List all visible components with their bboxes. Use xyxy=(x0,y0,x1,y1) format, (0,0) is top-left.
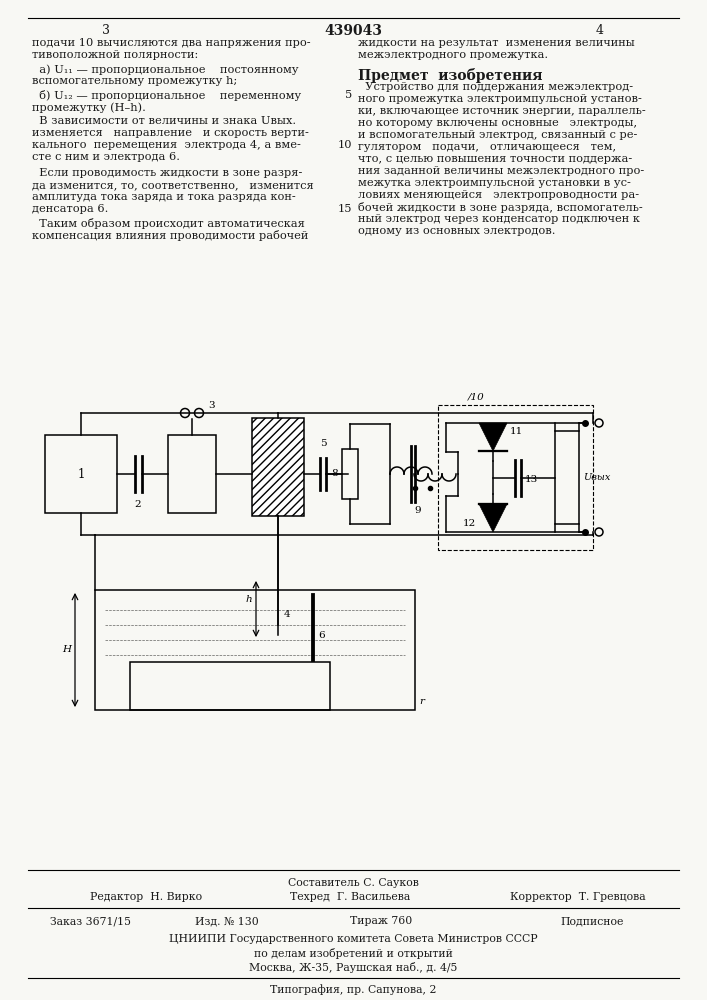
Text: но которому включены основные   электроды,: но которому включены основные электроды, xyxy=(358,118,637,128)
Text: 2: 2 xyxy=(135,500,141,509)
Bar xyxy=(130,662,330,710)
Text: 439043: 439043 xyxy=(324,24,382,38)
Text: денсатора 6.: денсатора 6. xyxy=(32,204,108,214)
Text: вспомогательному промежутку h;: вспомогательному промежутку h; xyxy=(32,76,238,86)
Text: 5: 5 xyxy=(320,439,327,448)
Text: одному из основных электродов.: одному из основных электродов. xyxy=(358,226,556,236)
Text: Заказ 3671/15: Заказ 3671/15 xyxy=(50,916,131,926)
Text: 9: 9 xyxy=(415,506,421,515)
Text: гулятором   подачи,   отличающееся   тем,: гулятором подачи, отличающееся тем, xyxy=(358,142,616,152)
Text: Составитель С. Сауков: Составитель С. Сауков xyxy=(288,878,419,888)
Text: а) U₁₁ — пропорциональное    постоянному: а) U₁₁ — пропорциональное постоянному xyxy=(32,64,298,75)
Bar xyxy=(168,435,216,513)
Text: Таким образом происходит автоматическая: Таким образом происходит автоматическая xyxy=(32,218,305,229)
Polygon shape xyxy=(479,423,507,451)
Text: жидкости на результат  изменения величины: жидкости на результат изменения величины xyxy=(358,38,635,48)
Text: H: H xyxy=(62,646,71,654)
Bar xyxy=(438,405,593,550)
Text: 4: 4 xyxy=(596,24,604,37)
Text: и вспомогательный электрод, связанный с ре-: и вспомогательный электрод, связанный с … xyxy=(358,130,638,140)
Text: /10: /10 xyxy=(468,392,485,401)
Text: что, с целью повышения точности поддержа-: что, с целью повышения точности поддержа… xyxy=(358,154,632,164)
Bar xyxy=(342,449,358,499)
Text: б) U₁₂ — пропорциональное    переменному: б) U₁₂ — пропорциональное переменному xyxy=(32,90,301,101)
Text: межэлектродного промежутка.: межэлектродного промежутка. xyxy=(358,50,548,60)
Text: Если проводимость жидкости в зоне разря-: Если проводимость жидкости в зоне разря- xyxy=(32,168,303,178)
Text: тивоположной полярности:: тивоположной полярности: xyxy=(32,50,198,60)
Text: ный электрод через конденсатор подключен к: ный электрод через конденсатор подключен… xyxy=(358,214,640,224)
Text: 5: 5 xyxy=(345,90,352,100)
Text: ния заданной величины межэлектродного про-: ния заданной величины межэлектродного пр… xyxy=(358,166,644,176)
Text: изменяется   направление   и скорость верти-: изменяется направление и скорость верти- xyxy=(32,128,309,138)
Bar xyxy=(555,431,579,524)
Text: Техред  Г. Васильева: Техред Г. Васильева xyxy=(290,892,410,902)
Text: В зависимости от величины и знака Uвых.: В зависимости от величины и знака Uвых. xyxy=(32,116,296,126)
Text: ловиях меняющейся   электропроводности ра-: ловиях меняющейся электропроводности ра- xyxy=(358,190,639,200)
Text: межутка электроимпульсной установки в ус-: межутка электроимпульсной установки в ус… xyxy=(358,178,631,188)
Text: Предмет  изобретения: Предмет изобретения xyxy=(358,68,542,83)
Text: 13: 13 xyxy=(525,475,538,484)
Text: 11: 11 xyxy=(510,427,523,436)
Text: Устройство для поддержания межэлектрод-: Устройство для поддержания межэлектрод- xyxy=(358,82,633,92)
Text: ЦНИИПИ Государственного комитета Совета Министров СССР: ЦНИИПИ Государственного комитета Совета … xyxy=(169,934,537,944)
Text: Uвых: Uвых xyxy=(583,473,610,482)
Text: r: r xyxy=(419,697,424,706)
Text: 12: 12 xyxy=(463,519,476,528)
Bar xyxy=(45,435,117,513)
Text: h: h xyxy=(245,594,252,603)
Text: 1: 1 xyxy=(77,468,85,481)
Text: 4: 4 xyxy=(284,610,291,619)
Text: Редактор  Н. Вирко: Редактор Н. Вирко xyxy=(90,892,202,902)
Bar xyxy=(95,590,415,710)
Text: 15: 15 xyxy=(337,204,352,214)
Text: Подписное: Подписное xyxy=(560,916,624,926)
Text: ки, включающее источник энергии, параллель-: ки, включающее источник энергии, паралле… xyxy=(358,106,645,116)
Text: бочей жидкости в зоне разряда, вспомогатель-: бочей жидкости в зоне разряда, вспомогат… xyxy=(358,202,643,213)
Text: 6: 6 xyxy=(318,631,325,640)
Text: 10: 10 xyxy=(337,140,352,150)
Text: Тираж 760: Тираж 760 xyxy=(350,916,412,926)
Text: да изменится, то, соответственно,   изменится: да изменится, то, соответственно, измени… xyxy=(32,180,314,190)
Text: Изд. № 130: Изд. № 130 xyxy=(195,916,259,926)
Text: 3: 3 xyxy=(208,400,215,410)
Text: промежутку (H–h).: промежутку (H–h). xyxy=(32,102,146,113)
Text: Корректор  Т. Гревцова: Корректор Т. Гревцова xyxy=(510,892,645,902)
Text: 8: 8 xyxy=(332,470,338,479)
Text: компенсация влияния проводимости рабочей: компенсация влияния проводимости рабочей xyxy=(32,230,308,241)
Text: Москва, Ж-35, Раушская наб., д. 4/5: Москва, Ж-35, Раушская наб., д. 4/5 xyxy=(249,962,457,973)
Text: ного промежутка электроимпульсной установ-: ного промежутка электроимпульсной устано… xyxy=(358,94,642,104)
Text: амплитуда тока заряда и тока разряда кон-: амплитуда тока заряда и тока разряда кон… xyxy=(32,192,296,202)
Text: Типография, пр. Сапунова, 2: Типография, пр. Сапунова, 2 xyxy=(270,984,436,995)
Text: кального  перемещения  электрода 4, а вме-: кального перемещения электрода 4, а вме- xyxy=(32,140,301,150)
Polygon shape xyxy=(479,504,507,532)
Bar xyxy=(252,418,304,516)
Text: по делам изобретений и открытий: по делам изобретений и открытий xyxy=(254,948,452,959)
Text: 3: 3 xyxy=(102,24,110,37)
Text: сте с ним и электрода 6.: сте с ним и электрода 6. xyxy=(32,152,180,162)
Text: подачи 10 вычисляются два напряжения про-: подачи 10 вычисляются два напряжения про… xyxy=(32,38,310,48)
